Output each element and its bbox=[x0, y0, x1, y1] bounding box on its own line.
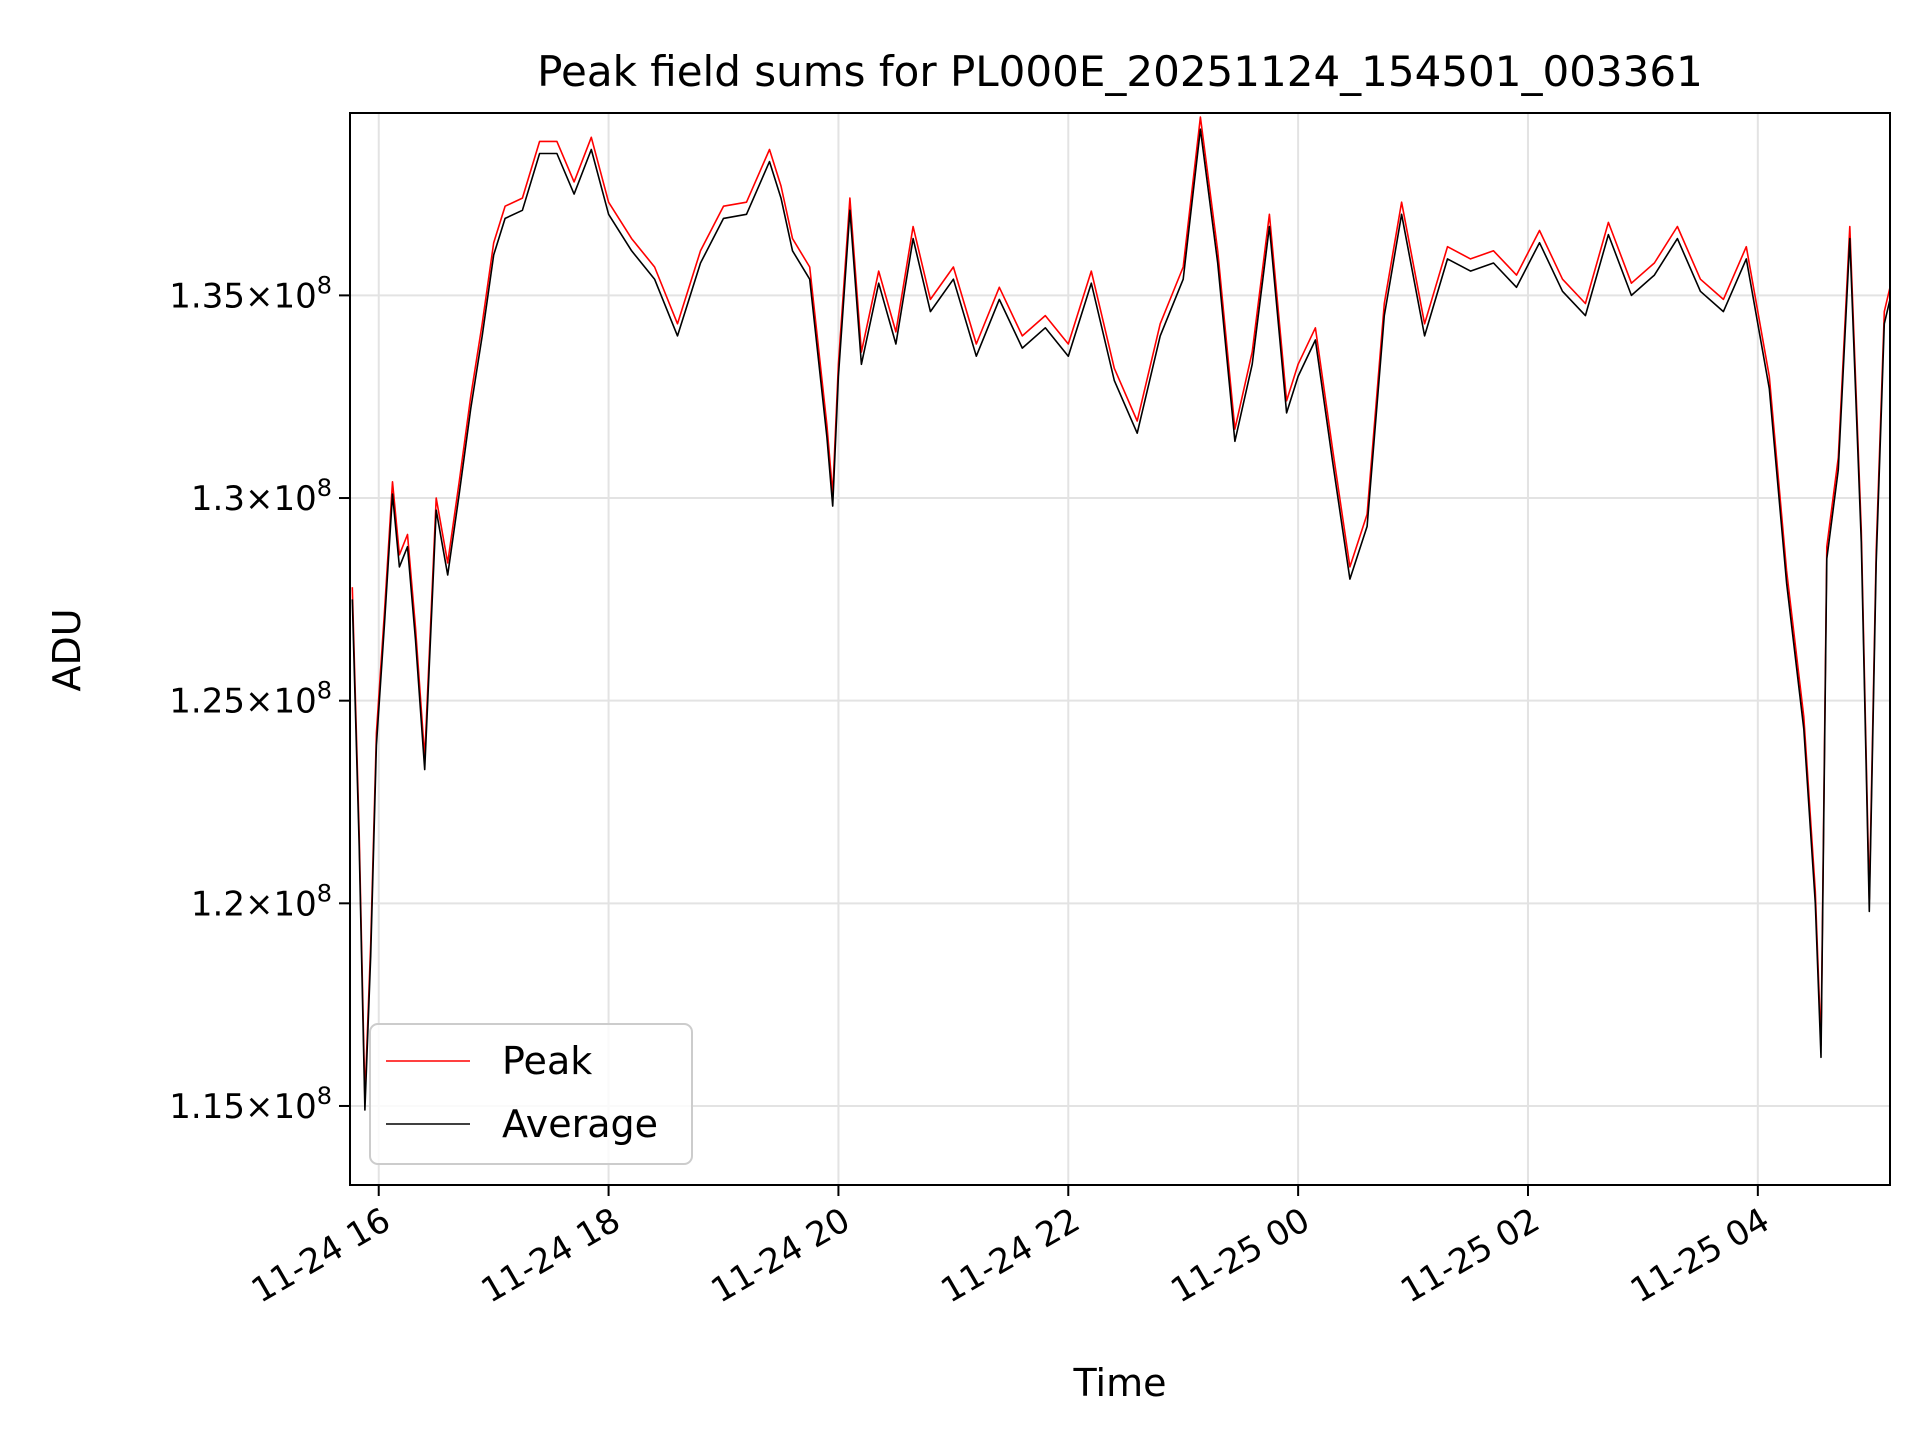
chart-title: Peak field sums for PL000E_20251124_1545… bbox=[537, 47, 1703, 96]
legend: Peak Average bbox=[369, 1023, 693, 1165]
legend-label-average: Average bbox=[502, 1102, 658, 1146]
legend-box bbox=[369, 1023, 693, 1165]
y-tick-label: 1.3×108 bbox=[191, 474, 332, 519]
y-tick-exponent: 8 bbox=[317, 879, 332, 907]
plot-frame bbox=[349, 112, 1891, 1186]
y-tick-exponent: 8 bbox=[317, 677, 332, 705]
y-axis-label: ADU bbox=[45, 608, 89, 691]
y-tick-mantissa: 1.25×10 bbox=[169, 682, 316, 722]
y-tick-label: 1.25×108 bbox=[169, 677, 332, 722]
series-lines bbox=[351, 116, 1891, 1111]
grid-lines bbox=[350, 113, 1890, 1185]
x-axis-label: Time bbox=[1073, 1361, 1167, 1405]
y-tick-mantissa: 1.2×10 bbox=[191, 884, 317, 924]
series-line-average bbox=[351, 128, 1891, 1111]
legend-label-peak: Peak bbox=[502, 1039, 592, 1083]
y-tick-mantissa: 1.35×10 bbox=[169, 276, 316, 316]
y-tick-exponent: 8 bbox=[317, 271, 332, 299]
series-line-peak bbox=[351, 116, 1891, 1099]
y-tick-exponent: 8 bbox=[317, 474, 332, 502]
y-tick-mantissa: 1.3×10 bbox=[191, 479, 317, 519]
y-tick-exponent: 8 bbox=[317, 1082, 332, 1110]
y-tick-label: 1.35×108 bbox=[169, 271, 332, 316]
y-tick-mantissa: 1.15×10 bbox=[169, 1087, 316, 1127]
y-tick-label: 1.2×108 bbox=[191, 879, 332, 924]
y-tick-label: 1.15×108 bbox=[169, 1082, 332, 1127]
